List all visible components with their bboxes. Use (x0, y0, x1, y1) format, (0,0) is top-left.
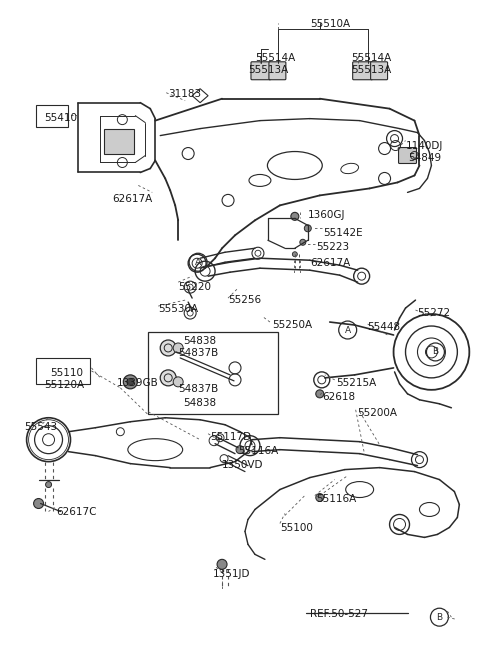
Text: 55448: 55448 (368, 322, 401, 332)
Text: 55116A: 55116A (238, 446, 278, 456)
Text: 1351JD: 1351JD (213, 569, 251, 579)
Text: 55272: 55272 (418, 308, 451, 318)
Circle shape (46, 482, 51, 488)
Text: 1140DJ: 1140DJ (406, 140, 443, 150)
Circle shape (300, 239, 306, 245)
Text: 55514A: 55514A (255, 53, 295, 63)
Circle shape (123, 375, 137, 389)
Circle shape (291, 212, 299, 220)
Text: 55514A: 55514A (352, 53, 392, 63)
Text: 54838: 54838 (183, 336, 216, 346)
Text: B: B (436, 613, 443, 622)
Circle shape (34, 498, 44, 508)
FancyBboxPatch shape (371, 61, 387, 79)
FancyBboxPatch shape (353, 61, 372, 79)
Text: A: A (345, 325, 351, 335)
Text: 55410: 55410 (45, 113, 78, 123)
Text: 62618: 62618 (322, 392, 355, 402)
Text: 54837B: 54837B (178, 348, 218, 358)
Circle shape (173, 377, 183, 387)
Text: 62617A: 62617A (112, 194, 153, 204)
Text: 55100: 55100 (280, 524, 313, 534)
Circle shape (173, 343, 183, 353)
FancyBboxPatch shape (269, 61, 286, 79)
Circle shape (316, 494, 324, 502)
FancyBboxPatch shape (398, 148, 417, 164)
Text: 55117D: 55117D (210, 432, 251, 442)
Text: 55200A: 55200A (358, 407, 397, 418)
Text: 55116A: 55116A (316, 494, 356, 504)
Text: 31183: 31183 (168, 89, 201, 99)
FancyBboxPatch shape (251, 61, 271, 79)
Text: 62617C: 62617C (57, 508, 97, 518)
Text: 1350VD: 1350VD (222, 460, 264, 470)
Text: 55220: 55220 (178, 282, 211, 292)
Text: 55142E: 55142E (323, 228, 362, 238)
Circle shape (304, 225, 312, 232)
Circle shape (316, 390, 324, 398)
Text: A: A (195, 258, 201, 267)
Text: 55120A: 55120A (45, 380, 84, 390)
Text: 55250A: 55250A (272, 320, 312, 330)
Text: 55530A: 55530A (158, 304, 198, 314)
Text: 1360GJ: 1360GJ (308, 210, 345, 220)
Circle shape (292, 252, 297, 257)
Text: 62617A: 62617A (310, 259, 350, 269)
Text: 1339GB: 1339GB (116, 378, 158, 388)
Text: 55513A: 55513A (352, 65, 392, 75)
Text: 55215A: 55215A (336, 378, 376, 388)
Text: 55110: 55110 (50, 368, 84, 378)
Text: B: B (432, 347, 439, 357)
Text: REF.50-527: REF.50-527 (310, 609, 368, 619)
Text: 54849: 54849 (408, 152, 442, 162)
FancyBboxPatch shape (104, 129, 134, 154)
Text: 55510A: 55510A (310, 19, 350, 29)
Circle shape (217, 559, 227, 569)
Text: 55513A: 55513A (248, 65, 288, 75)
Text: 55256: 55256 (228, 295, 261, 305)
Circle shape (160, 340, 176, 356)
Text: 54838: 54838 (183, 398, 216, 408)
Text: 54837B: 54837B (178, 384, 218, 394)
Circle shape (127, 378, 134, 385)
Circle shape (236, 446, 244, 454)
Circle shape (160, 370, 176, 386)
Text: 55223: 55223 (316, 242, 349, 253)
Text: 55543: 55543 (24, 422, 58, 432)
